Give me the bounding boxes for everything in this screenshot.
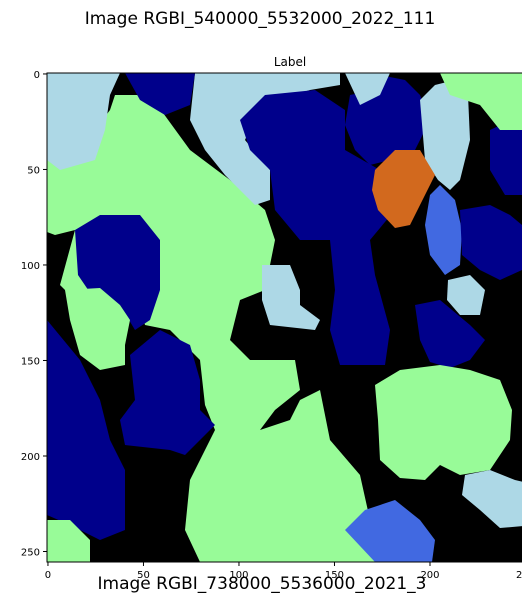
- y-tick-label: 150: [21, 356, 40, 367]
- y-tick-label: 200: [21, 452, 40, 463]
- y-tick-label: 50: [27, 165, 40, 176]
- page: Image RGBI_540000_5532000_2022_111 Label…: [0, 0, 522, 597]
- next-figure-title: Image RGBI_738000_5536000_2021_3: [98, 574, 427, 594]
- figure-title: Image RGBI_540000_5532000_2022_111: [85, 9, 436, 29]
- figure: Image RGBI_540000_5532000_2022_111 Label…: [0, 0, 522, 597]
- axes-title: Label: [274, 55, 306, 69]
- y-tick-label: 250: [21, 547, 40, 558]
- label-image: [47, 73, 522, 562]
- x-tick-label: 0: [45, 570, 51, 581]
- y-tick-label: 0: [34, 70, 40, 81]
- y-tick-label: 100: [21, 261, 40, 272]
- x-tick-label: 250: [516, 570, 522, 581]
